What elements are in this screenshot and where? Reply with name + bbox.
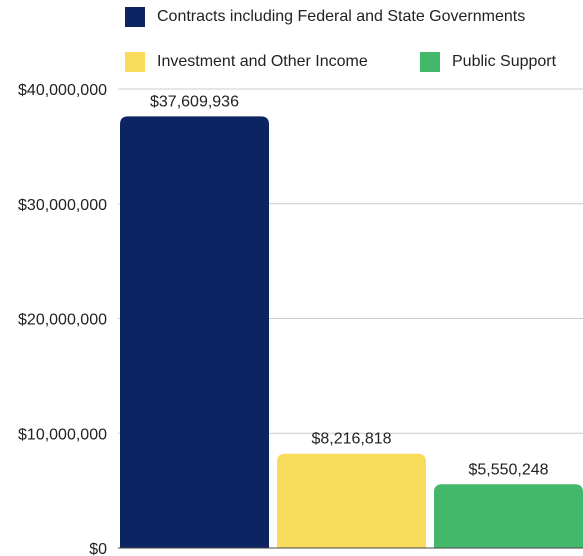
legend-item-contracts: Contracts including Federal and State Go… bbox=[125, 7, 525, 27]
legend-swatch-investment bbox=[125, 52, 145, 72]
y-tick-label: $10,000,000 bbox=[18, 426, 107, 443]
bar-value-label: $8,216,818 bbox=[311, 431, 391, 448]
bar-value-label: $5,550,248 bbox=[468, 461, 548, 478]
bar-1 bbox=[277, 453, 426, 548]
y-tick-label: $40,000,000 bbox=[18, 82, 107, 99]
y-tick-label: $20,000,000 bbox=[18, 312, 107, 329]
legend-item-public-support: Public Support bbox=[420, 52, 556, 72]
bar-value-label: $37,609,936 bbox=[150, 93, 239, 110]
legend-swatch-public-support bbox=[420, 52, 440, 72]
y-tick-label: $0 bbox=[89, 541, 107, 556]
legend-label-investment: Investment and Other Income bbox=[157, 53, 368, 70]
bars bbox=[120, 116, 583, 548]
bar-2 bbox=[434, 484, 583, 548]
y-tick-label: $30,000,000 bbox=[18, 197, 107, 214]
value-labels: $37,609,936 $8,216,818 $5,550,248 bbox=[118, 93, 583, 549]
legend-item-investment: Investment and Other Income bbox=[125, 52, 368, 72]
legend-swatch-contracts bbox=[125, 7, 145, 27]
y-axis: $0 $10,000,000 $20,000,000 $30,000,000 $40,0… bbox=[18, 82, 107, 556]
legend-label-public-support: Public Support bbox=[452, 53, 557, 70]
bar-0 bbox=[120, 116, 269, 548]
legend-label-contracts: Contracts including Federal and State Go… bbox=[157, 8, 526, 25]
